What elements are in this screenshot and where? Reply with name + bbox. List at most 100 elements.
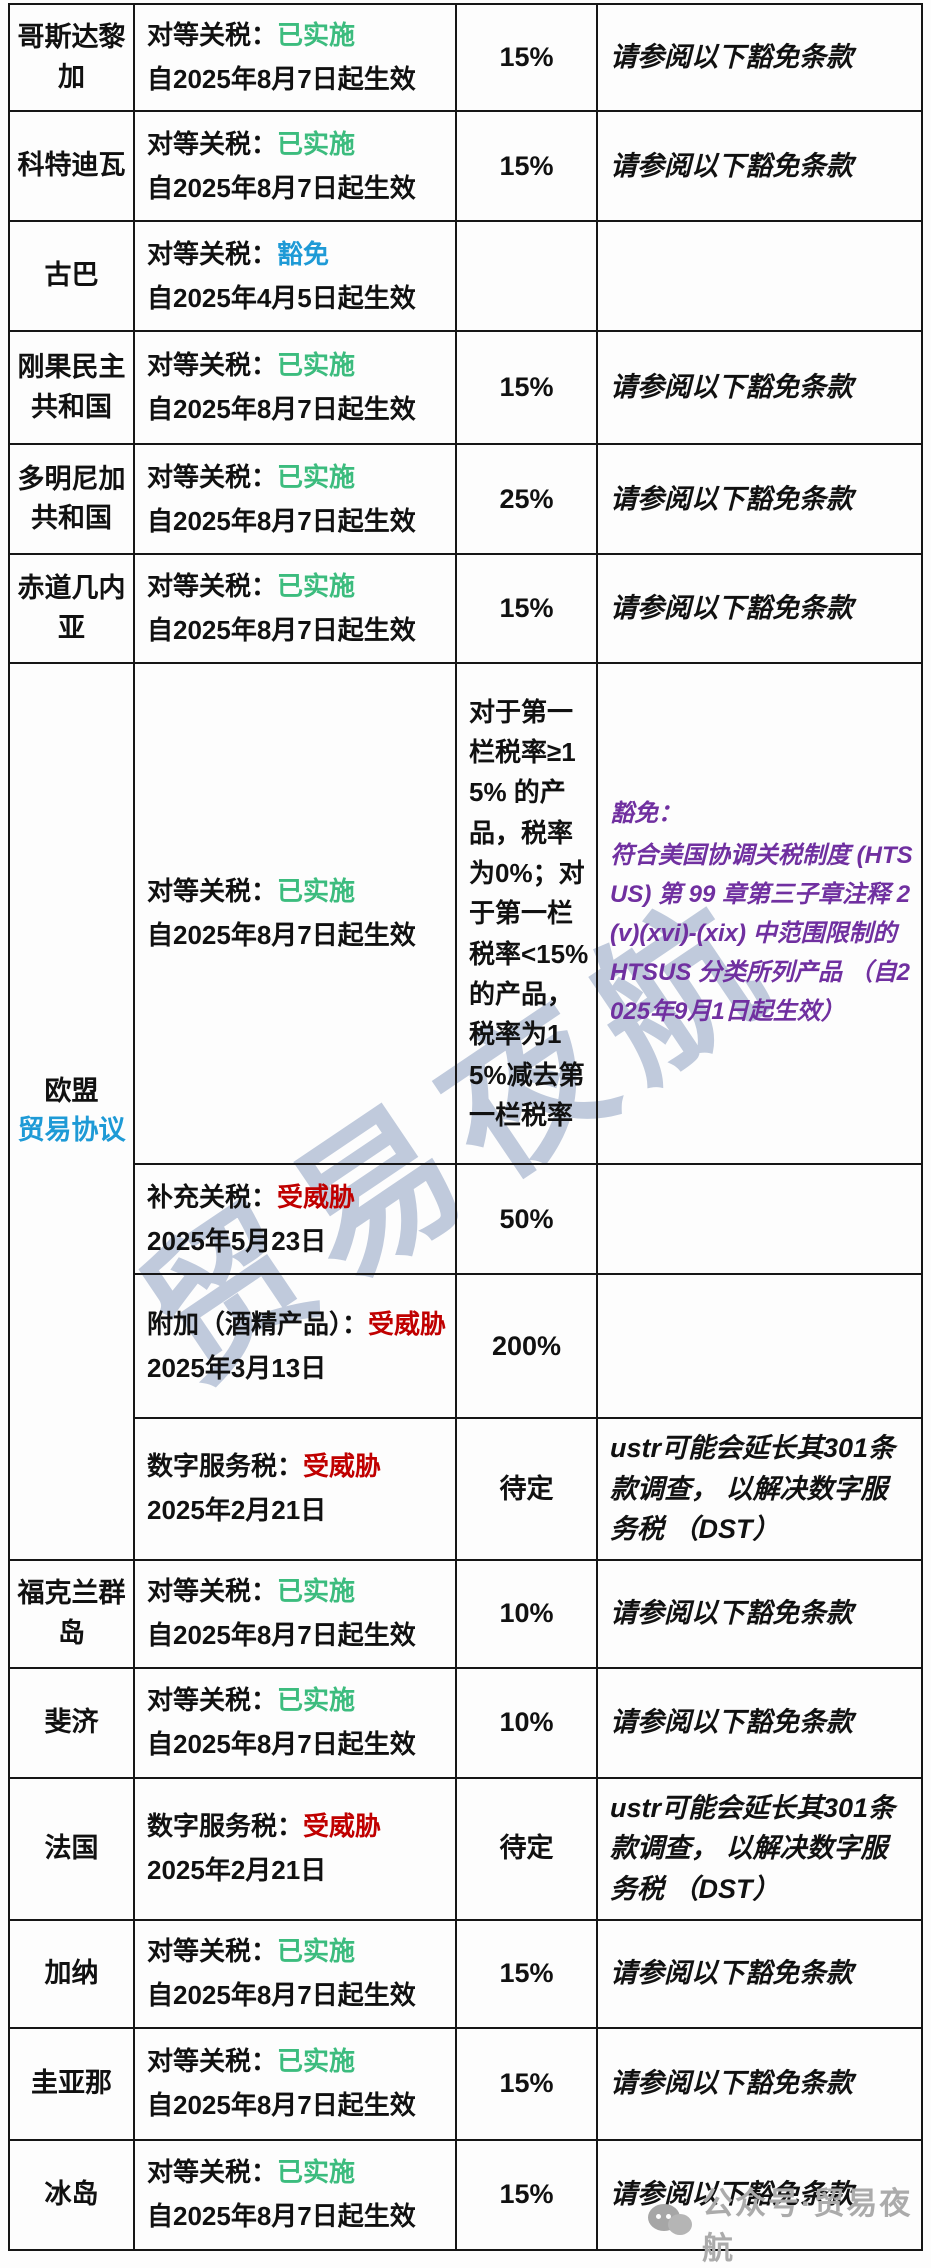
note-cell: 请参阅以下豁免条款 — [596, 330, 923, 445]
tariff-status: 已实施 — [277, 350, 356, 380]
table-row: 赤道几内亚 对等关税：已实施 自2025年8月7日起生效 15% 请参阅以下豁免条款 — [8, 553, 923, 664]
tariff-desc-text: 自2025年8月7日起生效 — [147, 1980, 416, 2010]
table-row: 斐济 对等关税：已实施 自2025年8月7日起生效 10% 请参阅以下豁免条款 — [8, 1666, 923, 1779]
tariff-desc-cell: 附加（酒精产品）：受威胁 2025年3月13日 — [133, 1273, 457, 1419]
tariff-desc-line: 对等关税：已实施 — [147, 1932, 449, 1971]
country-cell: 多明尼加共和国 — [8, 443, 135, 555]
note-cell: 请参阅以下豁免条款 — [596, 1918, 923, 2029]
tariff-desc-text: 2025年2月21日 — [147, 1495, 327, 1526]
tariff-desc-text: 自2025年4月5日起生效 — [147, 282, 416, 313]
tariff-desc-line: 自2025年8月7日起生效 — [147, 169, 449, 208]
tariff-desc-text: 自2025年8月7日起生效 — [147, 615, 416, 645]
tariff-desc-text: 补充关税： — [147, 1181, 278, 1212]
table-row: 加纳 对等关税：已实施 自2025年8月7日起生效 15% 请参阅以下豁免条款 — [8, 1918, 923, 2029]
tariff-desc-cell: 对等关税：已实施自2025年8月7日起生效 — [133, 2026, 457, 2141]
country-name: 圭亚那 — [31, 2067, 112, 2098]
country-name: 贸易协议 — [17, 1115, 126, 1146]
tariff-desc-cell: 对等关税：已实施自2025年8月7日起生效 — [133, 330, 457, 445]
wechat-icon — [648, 2202, 692, 2244]
tariff-desc-cell: 对等关税：已实施 自2025年8月7日起生效 — [133, 1558, 457, 1669]
tariff-desc-text: 2025年3月13日 — [147, 1352, 327, 1383]
country-cell: 赤道几内亚 — [8, 553, 135, 664]
tariff-rate-cell: 15% — [455, 2138, 598, 2251]
tariff-desc-text: 数字服务税： — [147, 1451, 304, 1482]
table-row: 法国 数字服务税：受威胁 2025年2月21日 待定 ustr可能会延长其301条款调查… — [8, 1776, 923, 1921]
tariff-rate-cell: 25% — [455, 443, 598, 555]
tariff-desc-line: 自2025年8月7日起生效 — [147, 1725, 449, 1764]
tariff-desc-line: 2025年2月21日 — [147, 1491, 449, 1530]
tariff-status: 豁免 — [277, 238, 330, 269]
note-cell: 请参阅以下豁免条款 — [596, 443, 923, 555]
tariff-desc-line: 2025年5月23日 — [147, 1222, 449, 1261]
tariff-desc-text: 对等关税： — [147, 2046, 278, 2076]
tariff-desc-line: 2025年2月21日 — [147, 1851, 449, 1890]
country-name: 刚果民主共和国 — [17, 352, 126, 422]
table-row: 冰岛 对等关税：已实施自2025年8月7日起生效 15% 请参阅以下豁免条款 — [8, 2138, 923, 2251]
tariff-desc-line: 对等关税：已实施 — [147, 346, 449, 385]
note-text: 符合美国协调关税制度 (HTSUS) 第 99 章第三子章注释 2(v)(xvi… — [610, 842, 913, 1025]
note-cell: 请参阅以下豁免条款 — [596, 2026, 923, 2141]
tariff-desc-line: 对等关税：已实施 — [147, 125, 449, 164]
tariff-desc-text: 对等关税： — [147, 461, 278, 492]
note-text: ustr可能会延长其301条款调查， 以解决数字服务税 （DST） — [610, 1433, 896, 1544]
table-row: 附加（酒精产品）：受威胁 2025年3月13日 200% — [9, 1273, 923, 1419]
tariff-desc-line: 对等关税：已实施 — [147, 1572, 449, 1611]
note-text: 请参阅以下豁免条款 — [610, 42, 853, 73]
note-text: 请参阅以下豁免条款 — [610, 2068, 853, 2099]
note-cell — [596, 1163, 923, 1275]
tariff-desc-line: 自2025年8月7日起生效 — [147, 2086, 449, 2125]
tariff-desc-line: 对等关税：已实施 — [147, 2153, 449, 2192]
tariff-desc-cell: 对等关税：已实施自2025年8月7日起生效 — [133, 662, 457, 1165]
tariff-desc-text: 自2025年8月7日起生效 — [147, 394, 416, 424]
note-text: 请参阅以下豁免条款 — [610, 2179, 853, 2210]
tariff-rate-cell: 待定 — [455, 1776, 598, 1921]
country-cell: 斐济 — [8, 1666, 135, 1779]
tariff-desc-line: 对等关税：已实施 — [147, 567, 449, 606]
country-cell: 科特迪瓦 — [8, 110, 135, 222]
tariff-status: 已实施 — [277, 1685, 356, 1715]
tariff-status: 已实施 — [277, 876, 356, 906]
tariff-rate-cell: 15% — [455, 3, 598, 112]
note-text: 请参阅以下豁免条款 — [610, 1958, 853, 1989]
tariff-desc-line: 自2025年8月7日起生效 — [147, 2197, 449, 2236]
tariff-desc-line: 自2025年8月7日起生效 — [147, 1616, 449, 1655]
tariff-status: 已实施 — [277, 461, 356, 492]
country-name: 斐济 — [44, 1706, 99, 1737]
tariff-status: 已实施 — [277, 2046, 356, 2076]
tariff-desc-text: 自2025年8月7日起生效 — [147, 920, 416, 950]
tariff-rate-cell: 15% — [455, 2026, 598, 2141]
note-cell — [596, 220, 923, 332]
tariff-desc-text: 自2025年8月7日起生效 — [147, 1729, 416, 1759]
table-row: 哥斯达黎加 对等关税：已实施 自2025年8月7日起生效 15% 请参阅以下豁免条款 — [8, 3, 923, 112]
tariff-status: 已实施 — [277, 1936, 356, 1966]
tariff-desc-line: 自2025年8月7日起生效 — [147, 60, 449, 99]
tariff-desc-line: 对等关税：已实施 — [147, 458, 449, 497]
tariff-desc-cell: 对等关税：豁免 自2025年4月5日起生效 — [133, 220, 457, 332]
tariff-desc-text: 2025年5月23日 — [147, 1225, 327, 1256]
tariff-desc-text: 2025年2月21日 — [147, 1855, 327, 1885]
tariff-status: 已实施 — [277, 1576, 356, 1606]
tariff-desc-line: 对等关税：已实施 — [147, 872, 449, 911]
tariff-desc-line: 自2025年8月7日起生效 — [147, 390, 449, 429]
tariff-desc-text: 自2025年8月7日起生效 — [147, 2201, 416, 2231]
tariff-status: 受威胁 — [303, 1811, 382, 1841]
country-name: 冰岛 — [44, 2178, 99, 2209]
tariff-desc-line: 对等关税：已实施 — [147, 1681, 449, 1720]
country-cell: 圭亚那 — [8, 2026, 135, 2141]
note-text: 请参阅以下豁免条款 — [610, 483, 853, 514]
tariff-rate-cell: 15% — [455, 1918, 598, 2029]
tariff-status: 已实施 — [277, 2157, 356, 2187]
note-cell: 豁免： 符合美国协调关税制度 (HTSUS) 第 99 章第三子章注释 2(v)(… — [596, 662, 923, 1165]
wechat-label: 公众号·贸易夜航 — [702, 2186, 913, 2266]
tariff-desc-text: 附加（酒精产品）： — [147, 1308, 369, 1339]
tariff-status: 受威胁 — [368, 1308, 447, 1339]
note-cell: 请参阅以下豁免条款 — [596, 110, 923, 222]
country-name: 赤道几内亚 — [17, 573, 126, 643]
tariff-rate-cell — [455, 220, 598, 332]
tariff-desc-line: 自2025年8月7日起生效 — [147, 916, 449, 955]
note-text: 请参阅以下豁免条款 — [610, 150, 853, 181]
table-row: 数字服务税：受威胁 2025年2月21日 待定 ustr可能会延长其301条款调查， … — [9, 1417, 923, 1561]
tariff-desc-text: 对等关税： — [147, 1685, 278, 1715]
country-cell: 哥斯达黎加 — [8, 3, 135, 112]
tariff-desc-text: 对等关税： — [147, 1576, 278, 1606]
